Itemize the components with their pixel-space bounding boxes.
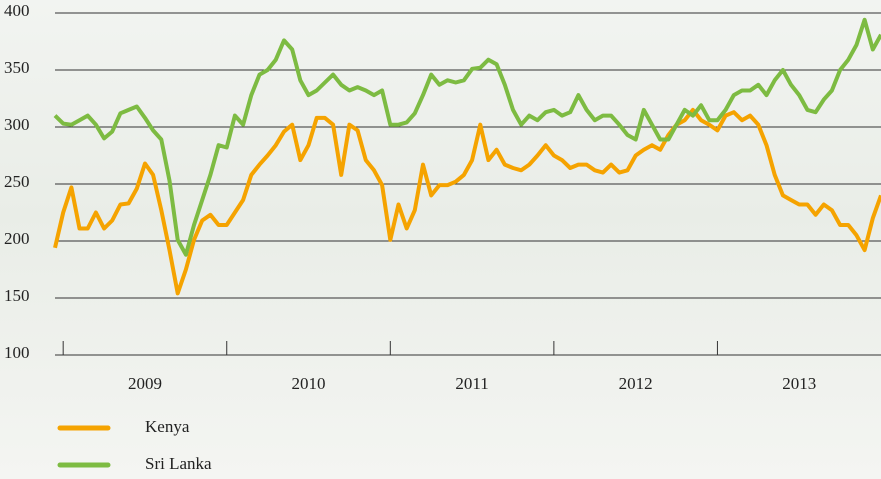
y-tick-label: 400 <box>4 1 30 20</box>
y-tick-label: 100 <box>4 343 30 362</box>
x-tick-label: 2011 <box>455 374 488 393</box>
series-line <box>55 20 881 255</box>
legend-label: Kenya <box>145 417 190 436</box>
chart: 100 150 200 250 300 350 400 2009 2010 2011 2012 201… <box>0 0 881 479</box>
x-tick-label: 2013 <box>782 374 816 393</box>
y-tick-label: 200 <box>4 229 30 248</box>
y-tick-label: 350 <box>4 58 30 77</box>
series-line <box>55 110 881 294</box>
y-tick-label: 250 <box>4 172 30 191</box>
x-tick-label: 2010 <box>292 374 326 393</box>
y-tick-label: 300 <box>4 115 30 134</box>
legend-label: Sri Lanka <box>145 454 212 473</box>
x-tick-label: 2009 <box>128 374 162 393</box>
y-tick-label: 150 <box>4 286 30 305</box>
x-tick-label: 2012 <box>619 374 653 393</box>
